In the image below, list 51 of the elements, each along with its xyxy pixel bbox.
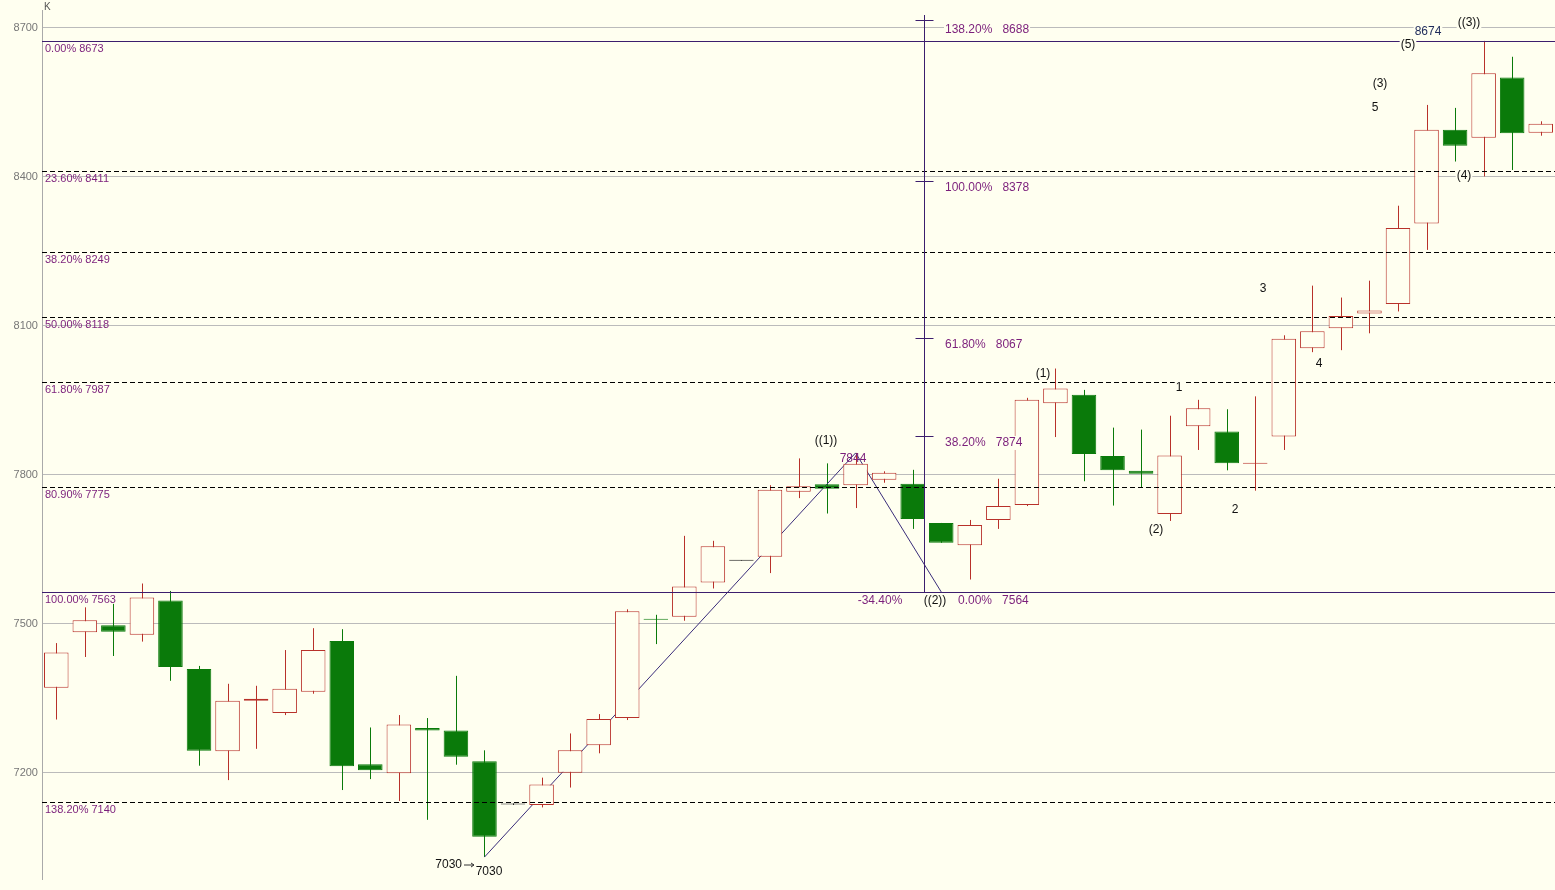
annotation: (3): [1372, 76, 1388, 91]
annotation: 7030: [475, 864, 503, 879]
y-tick-label: 7200: [13, 765, 38, 778]
ref-line-label: 23.60% 8411: [45, 172, 110, 185]
annotation: 38.20% 7874: [945, 435, 1023, 450]
y-tick-label: 7500: [13, 616, 38, 629]
candlestick: [272, 649, 297, 716]
annotation: (4): [1456, 168, 1472, 183]
annotation: 3: [1259, 281, 1267, 296]
candlestick: [1357, 280, 1382, 334]
annotation: 0.00% 7564: [958, 593, 1030, 608]
annotation: 7030: [435, 857, 463, 872]
annotation: 5: [1371, 100, 1379, 115]
annotation: (2): [1148, 522, 1164, 537]
y-tick-label: 8400: [13, 169, 38, 182]
annotation: ((1)): [814, 433, 838, 448]
ref-line-label: 80.90% 7775: [45, 488, 110, 501]
ref-line-label: 100.00% 7563: [45, 593, 116, 606]
annotation: 2: [1231, 502, 1239, 517]
candlestick: [1128, 429, 1154, 489]
annotation: 61.80% 8067: [945, 337, 1023, 352]
candlestick: [957, 519, 983, 581]
candlestick: [557, 732, 583, 789]
ref-line-label: 0.00% 8673: [45, 42, 104, 55]
annotation: (5): [1400, 37, 1416, 52]
ref-line-label: 50.00% 8118: [45, 318, 110, 331]
annotation: ((2)): [923, 593, 947, 608]
annotation: -34.40%: [857, 593, 903, 608]
annotation: K: [44, 0, 51, 12]
y-tick-label: 8700: [13, 21, 38, 34]
candlestick: [1100, 427, 1125, 507]
ref-line-label: 61.80% 7987: [45, 383, 110, 396]
ref-line-label: 138.20% 7140: [45, 803, 116, 816]
annotation: ((3)): [1457, 15, 1481, 30]
candlestick: [358, 726, 383, 780]
annotation: (1): [1035, 366, 1051, 381]
candlestick: [1442, 107, 1468, 163]
annotation: 8674: [1414, 24, 1442, 39]
annotation: 138.20% 8688: [945, 22, 1030, 37]
y-tick-label: 7800: [13, 467, 38, 480]
candlestick: [101, 603, 126, 657]
candlestick: [1185, 399, 1211, 451]
ref-line-label: 38.20% 8249: [45, 253, 110, 266]
candlestick: [529, 777, 554, 808]
candlestick: [986, 478, 1011, 530]
annotation: 1: [1175, 380, 1183, 395]
annotation: 4: [1315, 356, 1323, 371]
candlestick: [1300, 285, 1325, 353]
candlestick: [72, 606, 98, 658]
y-tick-label: 8100: [13, 318, 38, 331]
annotation: 100.00% 8378: [945, 180, 1030, 195]
